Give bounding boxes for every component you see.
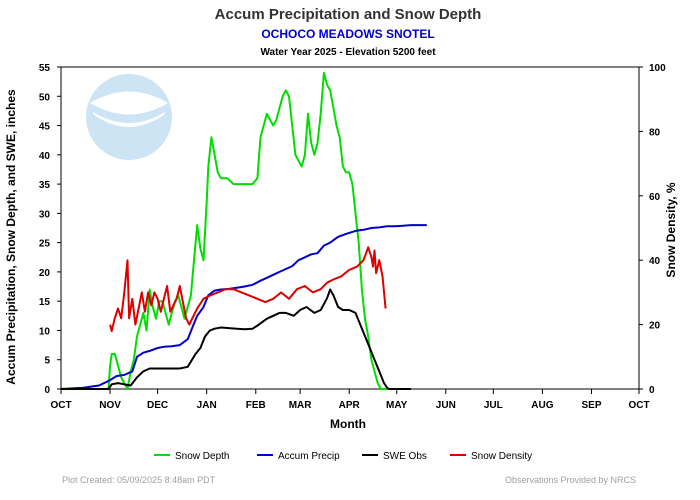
x-tick-label: JUN	[436, 400, 456, 411]
legend: Snow Depth Accum Precip SWE Obs Snow Densit…	[154, 451, 532, 462]
y-left-tick-label: 55	[39, 63, 51, 74]
x-tick-label: OCT	[628, 400, 649, 411]
legend-label-snow-density: Snow Density	[471, 451, 532, 462]
x-tick-label: FEB	[246, 400, 266, 411]
x-tick-label: JUL	[484, 400, 503, 411]
y-left-tick-label: 35	[39, 180, 51, 191]
plot-created-footer: Plot Created: 05/09/2025 8:48am PDT	[62, 475, 216, 485]
x-tick-label: MAY	[386, 400, 408, 411]
y-right-tick-label: 60	[649, 192, 661, 203]
x-tick-label: MAR	[289, 400, 313, 411]
x-tick-label: DEC	[147, 400, 168, 411]
y-left-tick-label: 30	[39, 209, 51, 220]
y-left-tick-label: 40	[39, 151, 51, 162]
y-left-tick-label: 0	[44, 385, 50, 396]
series-line-swe-obs	[61, 288, 411, 390]
legend-label-accum-precip: Accum Precip	[278, 451, 340, 462]
series-line-accum-precip	[60, 224, 427, 390]
station-name: OCHOCO MEADOWS SNOTEL	[261, 27, 434, 41]
data-series	[60, 71, 427, 390]
y-right-tick-label: 0	[649, 385, 655, 396]
x-tick-label: APR	[339, 400, 361, 411]
y-right-tick-label: 40	[649, 256, 661, 267]
x-tick-label: JAN	[197, 400, 217, 411]
y-axis-left-label: Accum Precipitation, Snow Depth, and SWE…	[4, 89, 18, 385]
y-axis-right-label: Snow Density, %	[664, 182, 678, 277]
y-right-tick-label: 100	[649, 63, 666, 74]
x-axis-label: Month	[330, 417, 366, 431]
y-right-tick-label: 80	[649, 127, 661, 138]
y-left-tick-label: 5	[44, 356, 50, 367]
y-right-tick-label: 20	[649, 321, 661, 332]
axes: OCT NOV DEC JAN FEB MAR APR MAY JUN JUL AUG SEP OCT0…	[39, 63, 666, 411]
y-left-tick-label: 15	[39, 297, 51, 308]
y-left-tick-label: 45	[39, 122, 51, 133]
y-left-tick-label: 20	[39, 268, 51, 279]
x-tick-label: NOV	[99, 400, 121, 411]
data-source-footer: Observations Provided by NRCS	[505, 475, 636, 485]
x-tick-label: OCT	[50, 400, 71, 411]
x-tick-label: SEP	[581, 400, 601, 411]
plot-frame	[60, 66, 640, 390]
chart-title: Accum Precipitation and Snow Depth	[215, 6, 482, 23]
y-left-tick-label: 50	[39, 92, 51, 103]
series-line-snow-depth	[61, 71, 411, 390]
x-tick-label: AUG	[531, 400, 553, 411]
legend-label-snow-depth: Snow Depth	[175, 451, 229, 462]
chart-subtitle: Water Year 2025 - Elevation 5200 feet	[260, 47, 436, 58]
y-left-tick-label: 25	[39, 239, 51, 250]
noaa-logo-watermark: NOAA	[86, 74, 172, 160]
noaa-logo-text: NOAA	[113, 94, 145, 106]
series-line-snow-density	[109, 246, 387, 332]
y-left-tick-label: 10	[39, 326, 51, 337]
legend-label-swe-obs: SWE Obs	[383, 451, 427, 462]
